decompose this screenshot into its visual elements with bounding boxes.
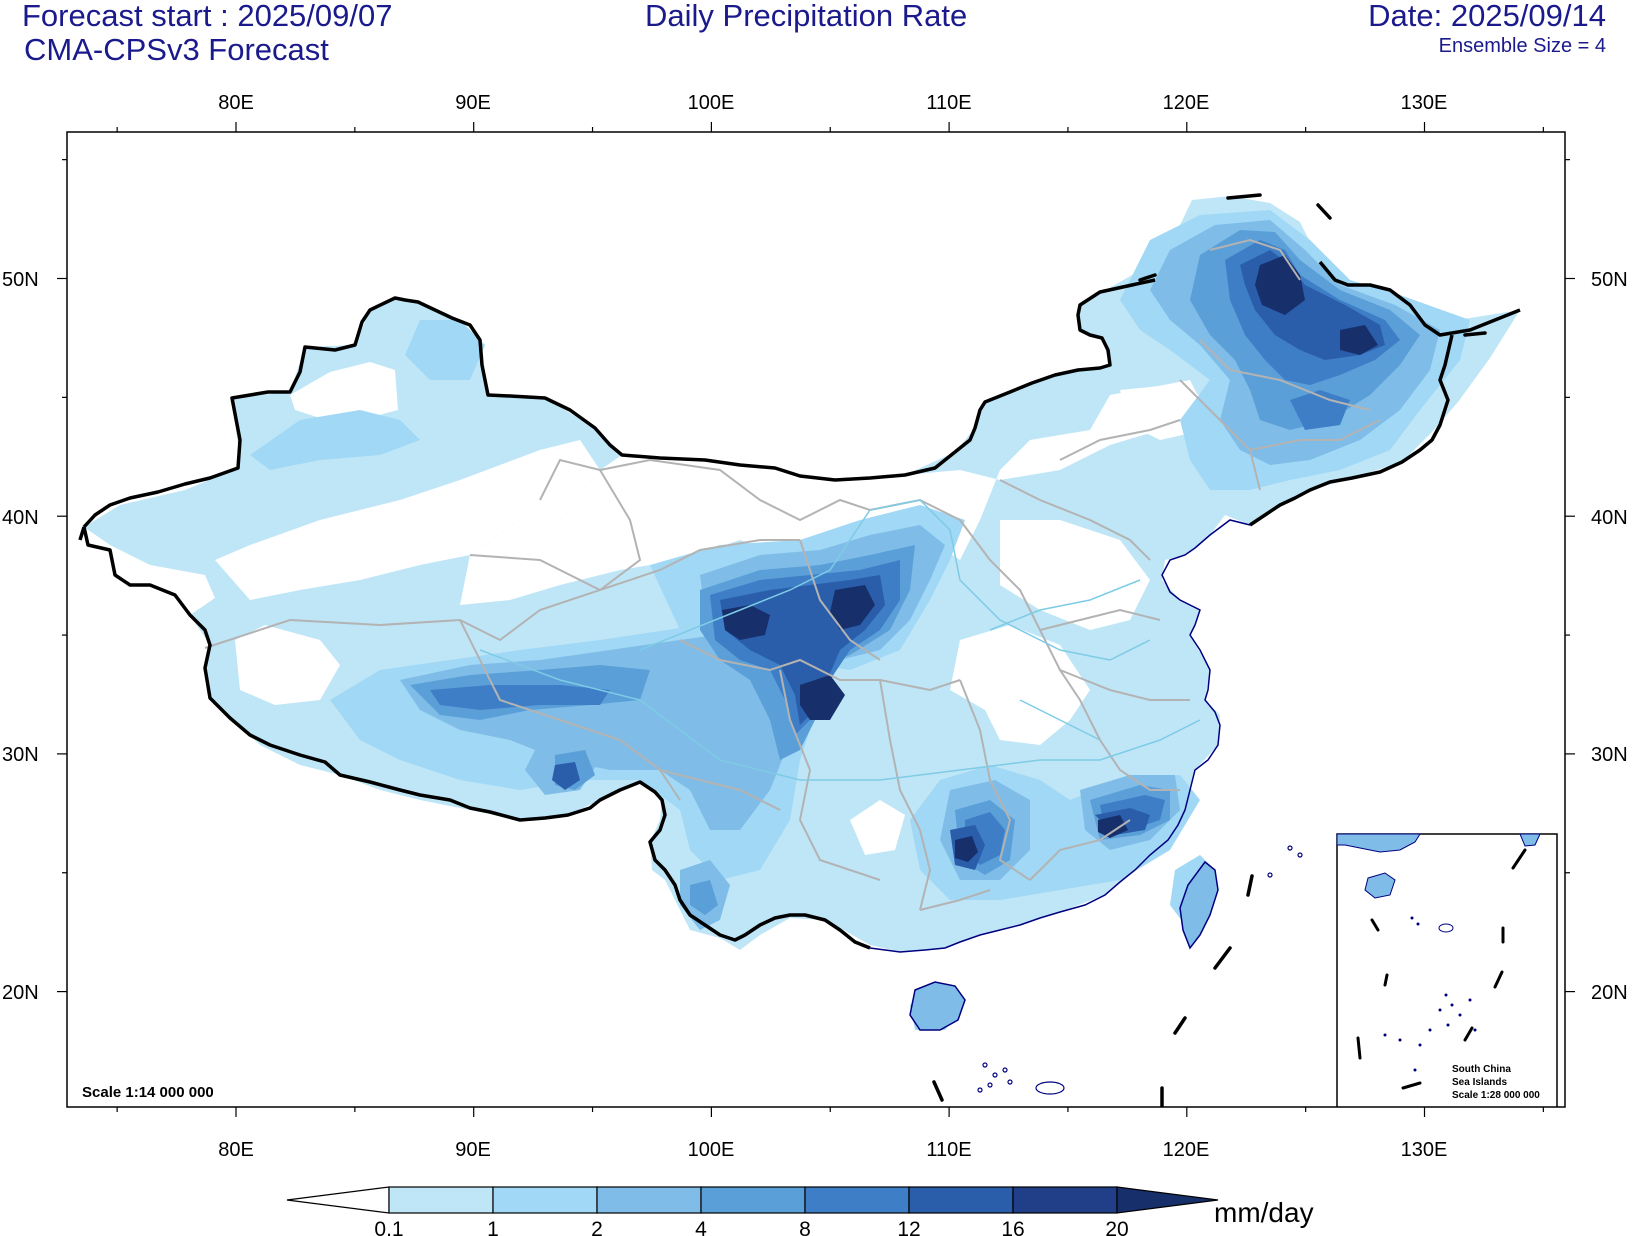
lon-label-bottom-120e: 120E [1163,1139,1210,1161]
lon-label-top-100e: 100E [688,92,735,114]
lat-label-left-40n: 40N [2,507,39,529]
rivers [479,499,1201,781]
national-border [82,278,1156,529]
map-title: Daily Precipitation Rate [645,0,968,33]
south-china-sea-inset: South China Sea Islands Scale 1:28 000 0… [1336,833,1558,1107]
colorbar-tick-7: 20 [1105,1218,1128,1236]
colorbar-low-triangle [286,1186,390,1214]
lat-labels-right: 50N 40N 30N 20N [1591,269,1628,1004]
lon-label-bottom-130e: 130E [1401,1139,1448,1161]
lon-label-top-120e: 120E [1163,92,1210,114]
model-label: CMA-CPSv3 Forecast [24,32,329,67]
dry-area-north [460,380,1200,605]
lon-label-top-90e: 90E [455,92,491,114]
dry-area-tarim [215,440,600,600]
national-border-ne [1318,260,1521,337]
colorbar-bin-7 [1012,1186,1118,1214]
dry-area-hebei [1000,520,1150,630]
lat-label-right-20n: 20N [1591,982,1628,1004]
colorbar-bin-1 [388,1186,494,1214]
lon-labels-bottom: 80E 90E 100E 110E 120E 130E [218,1139,1447,1161]
colorbar-tick-3: 4 [695,1218,707,1236]
lon-label-top-80e: 80E [218,92,254,114]
colorbar-bin-5 [804,1186,910,1214]
axis-ticks [57,122,1575,1117]
colorbar-high-triangle [1116,1186,1219,1214]
colorbar-tick-1: 1 [487,1218,499,1236]
dashed-sea-boundary [932,193,1487,1107]
colorbar-bin-2 [492,1186,598,1214]
colorbar-tick-0: 0.1 [374,1218,403,1236]
colorbar-bin-3 [596,1186,702,1214]
coastline [869,519,1251,953]
map-scale-label: Scale 1:14 000 000 [82,1084,214,1101]
dry-area-central [950,625,1090,745]
lat-label-right-30n: 30N [1591,744,1628,766]
colorbar-unit-label: mm/day [1214,1197,1314,1228]
valid-date-label: Date: 2025/09/14 [1368,0,1606,33]
colorbar: 0.1 1 2 4 8 12 16 20 mm/day [286,1186,1314,1236]
lon-labels-top: 80E 90E 100E 110E 120E 130E [218,92,1447,114]
dry-area-sichuan [850,800,905,855]
lat-label-left-20n: 20N [2,982,39,1004]
small-islands [977,845,1303,1095]
lat-label-right-50n: 50N [1591,269,1628,291]
lon-label-bottom-100e: 100E [688,1139,735,1161]
national-border-sw [82,526,871,950]
lat-label-right-40n: 40N [1591,507,1628,529]
inset-scale-label: Scale 1:28 000 000 [1452,1090,1540,1101]
hainan-island [909,981,966,1031]
colorbar-tick-4: 8 [799,1218,811,1236]
lon-label-bottom-90e: 90E [455,1139,491,1161]
inset-title-line1: South China [1452,1064,1511,1075]
colorbar-bin-4 [700,1186,806,1214]
dry-area-tibet-w [235,625,340,705]
precip-level-20 [722,255,1378,862]
colorbar-tick-2: 2 [591,1218,603,1236]
colorbar-tick-6: 16 [1001,1218,1024,1236]
dry-area-xinjiang-n [290,362,398,420]
lat-labels-left: 50N 40N 30N 20N [2,269,39,1004]
lat-label-left-50n: 50N [2,269,39,291]
lat-label-left-30n: 30N [2,744,39,766]
national-border-w [78,526,86,541]
national-border-ne-east [1249,334,1454,527]
forecast-start-label: Forecast start : 2025/09/07 [22,0,393,33]
lon-label-top-130e: 130E [1401,92,1448,114]
lon-label-bottom-110e: 110E [926,1139,971,1161]
lon-label-top-110e: 110E [926,92,971,114]
colorbar-tick-5: 12 [897,1218,920,1236]
inset-title-line2: Sea Islands [1452,1077,1507,1088]
colorbar-bin-6 [908,1186,1014,1214]
taiwan-island [1179,860,1219,950]
ensemble-size-label: Ensemble Size = 4 [1438,35,1606,57]
map-content: Scale 1:14 000 000 [78,193,1558,1107]
lon-label-bottom-80e: 80E [218,1139,254,1161]
